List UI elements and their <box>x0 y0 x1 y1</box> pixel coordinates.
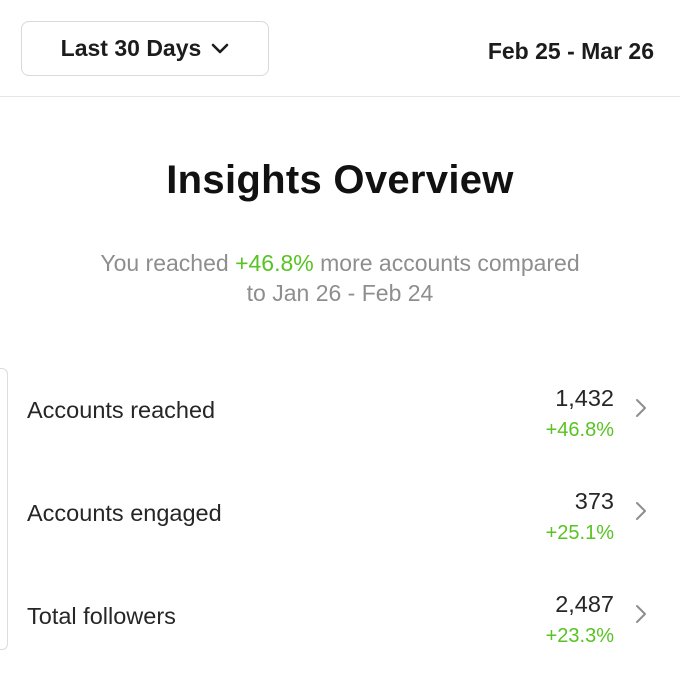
metric-label: Accounts reached <box>27 397 216 423</box>
metric-change: +25.1% <box>545 522 614 544</box>
subtitle-prefix: You reached <box>100 250 236 276</box>
date-range-dropdown[interactable]: Last 30 Days <box>21 21 269 76</box>
chevron-down-icon <box>212 43 229 53</box>
metric-row-accounts-engaged[interactable]: Accounts engaged 373 +25.1% <box>0 488 680 578</box>
metric-value: 2,487 <box>555 591 614 617</box>
subtitle-comparison-range: to Jan 26 - Feb 24 <box>246 280 434 306</box>
metric-value: 373 <box>574 488 614 514</box>
subtitle-suffix: more accounts compared <box>313 250 580 276</box>
overview-subtitle: You reached +46.8% more accounts compare… <box>60 248 620 308</box>
metric-change: +23.3% <box>545 625 614 647</box>
chevron-right-icon <box>636 605 646 623</box>
date-range-dropdown-label: Last 30 Days <box>60 35 202 61</box>
date-range-text: Feb 25 - Mar 26 <box>487 38 654 64</box>
page-title: Insights Overview <box>166 158 514 202</box>
metric-label: Total followers <box>27 603 176 629</box>
subtitle-change: +46.8% <box>235 250 314 276</box>
metric-change: +46.8% <box>545 419 614 441</box>
chevron-right-icon <box>636 399 646 417</box>
metric-label: Accounts engaged <box>27 500 222 526</box>
metric-row-total-followers[interactable]: Total followers 2,487 +23.3% <box>0 591 680 680</box>
metric-row-accounts-reached[interactable]: Accounts reached 1,432 +46.8% <box>0 385 680 475</box>
header: Last 30 Days Feb 25 - Mar 26 <box>0 0 680 97</box>
chevron-right-icon <box>636 502 646 520</box>
card-edge <box>0 368 8 650</box>
metric-value: 1,432 <box>555 385 614 411</box>
